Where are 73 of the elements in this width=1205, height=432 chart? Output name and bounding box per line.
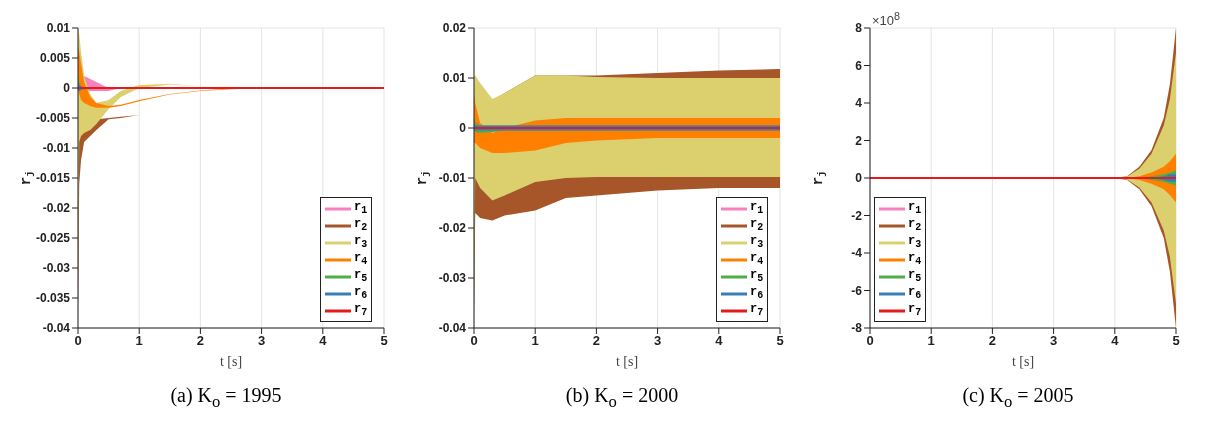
legend-label: r$_{7}$ bbox=[750, 302, 764, 319]
x-tick-label: 2 bbox=[592, 333, 601, 349]
y-tick-label: -0.005 bbox=[35, 111, 71, 126]
y-tick-label: 0.02 bbox=[442, 21, 467, 36]
x-tick-label: 5 bbox=[1172, 333, 1180, 349]
y-tick-label: 0 bbox=[855, 171, 863, 186]
annotation: ×10$^{8}$ bbox=[872, 10, 901, 29]
legend-label: r$_{3}$ bbox=[908, 234, 922, 251]
legend-label: r$_{4}$ bbox=[908, 251, 922, 268]
y-tick-label: -8 bbox=[851, 321, 863, 336]
legend-label: r$_{6}$ bbox=[908, 285, 922, 302]
legend-label: r$_{2}$ bbox=[354, 217, 368, 234]
y-tick-label: 0 bbox=[63, 81, 71, 96]
legend-label: r$_{1}$ bbox=[750, 200, 764, 217]
y-tick-label: -2 bbox=[851, 208, 863, 223]
y-tick-label: -6 bbox=[851, 283, 863, 298]
y-tick-label: 0 bbox=[459, 121, 467, 136]
x-tick-label: 4 bbox=[319, 333, 328, 349]
x-tick-label: 1 bbox=[531, 333, 539, 349]
legend-label: r$_{4}$ bbox=[750, 251, 764, 268]
x-tick-label: 5 bbox=[380, 333, 388, 349]
x-tick-label: 4 bbox=[1111, 333, 1120, 349]
text: (c) K$_{o}$ = 2005 bbox=[961, 384, 1075, 412]
x-tick-label: 3 bbox=[1049, 333, 1058, 349]
legend-label: r$_{2}$ bbox=[908, 217, 922, 234]
text: (a) K$_{o}$ = 1995 bbox=[169, 384, 283, 412]
x-axis-title: t [s] bbox=[219, 354, 243, 369]
x-tick-label: 2 bbox=[988, 333, 997, 349]
y-tick-label: -0.03 bbox=[42, 261, 71, 276]
y-tick-label: -0.02 bbox=[438, 221, 467, 236]
y-tick-label: 0.005 bbox=[39, 51, 71, 66]
legend-label: r$_{6}$ bbox=[354, 285, 368, 302]
x-tick-label: 0 bbox=[74, 333, 82, 349]
legend-label: r$_{3}$ bbox=[354, 234, 368, 251]
x-axis-title: t [s] bbox=[615, 354, 639, 369]
x-tick-label: 1 bbox=[927, 333, 935, 349]
legend-label: r$_{5}$ bbox=[908, 268, 922, 285]
y-tick-label: 4 bbox=[855, 96, 863, 111]
legend-label: r$_{7}$ bbox=[354, 302, 368, 319]
y-tick-label: 6 bbox=[855, 58, 863, 73]
text: (b) K$_{o}$ = 2000 bbox=[564, 384, 680, 412]
y-tick-label: 2 bbox=[855, 133, 863, 148]
x-tick-label: 0 bbox=[470, 333, 478, 349]
y-tick-label: -0.04 bbox=[438, 321, 467, 336]
y-tick-label: -4 bbox=[851, 246, 863, 261]
legend-label: r$_{5}$ bbox=[750, 268, 764, 285]
y-tick-label: -0.02 bbox=[42, 201, 71, 216]
y-tick-label: 8 bbox=[855, 21, 863, 36]
x-tick-label: 1 bbox=[135, 333, 143, 349]
y-tick-label: -0.035 bbox=[35, 291, 71, 306]
x-tick-label: 5 bbox=[776, 333, 784, 349]
legend-label: r$_{4}$ bbox=[354, 251, 368, 268]
x-tick-label: 4 bbox=[715, 333, 724, 349]
legend-label: r$_{5}$ bbox=[354, 268, 368, 285]
y-tick-label: 0.01 bbox=[46, 21, 71, 36]
y-tick-label: -0.04 bbox=[42, 321, 71, 336]
x-axis-title: t [s] bbox=[1011, 354, 1035, 369]
y-tick-label: -0.03 bbox=[438, 271, 467, 286]
x-tick-label: 3 bbox=[653, 333, 662, 349]
legend-label: r$_{6}$ bbox=[750, 285, 764, 302]
legend-label: r$_{3}$ bbox=[750, 234, 764, 251]
legend-label: r$_{1}$ bbox=[908, 200, 922, 217]
legend-label: r$_{2}$ bbox=[750, 217, 764, 234]
y-tick-label: 0.01 bbox=[442, 71, 467, 86]
x-tick-label: 2 bbox=[196, 333, 205, 349]
legend-label: r$_{7}$ bbox=[908, 302, 922, 319]
y-tick-label: -0.015 bbox=[35, 171, 71, 186]
x-tick-label: 0 bbox=[866, 333, 874, 349]
y-tick-label: -0.01 bbox=[438, 171, 467, 186]
x-tick-label: 3 bbox=[257, 333, 266, 349]
y-tick-label: -0.01 bbox=[42, 141, 71, 156]
y-tick-label: -0.025 bbox=[35, 231, 71, 246]
legend-label: r$_{1}$ bbox=[354, 200, 368, 217]
